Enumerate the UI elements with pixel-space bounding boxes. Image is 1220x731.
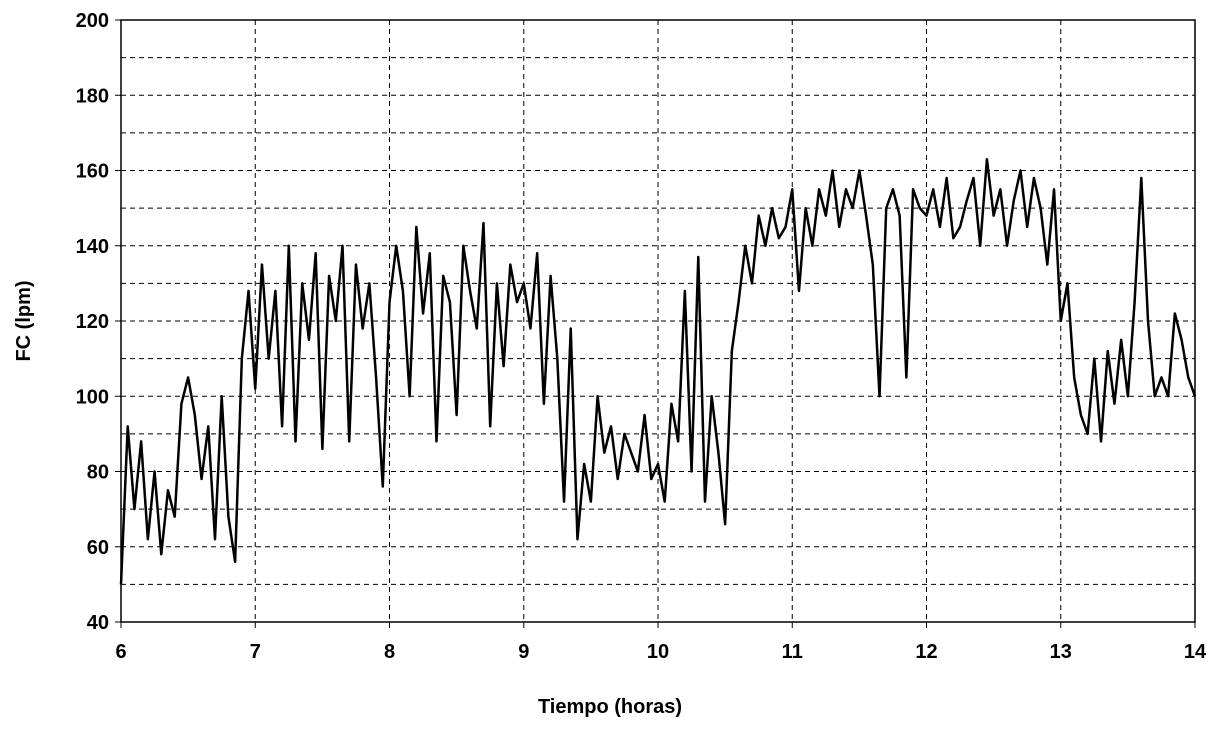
y-axis-label: FC (lpm) bbox=[13, 280, 35, 361]
line-series bbox=[119, 157, 1197, 585]
x-tick-label: 6 bbox=[115, 641, 126, 663]
x-tick-label: 7 bbox=[250, 641, 261, 663]
plot-frame bbox=[120, 19, 1196, 623]
x-tick-label: 9 bbox=[518, 641, 529, 663]
x-tick-label: 8 bbox=[384, 641, 395, 663]
y-tick-label: 140 bbox=[76, 236, 109, 258]
y-tick-label: 100 bbox=[76, 386, 109, 408]
x-axis-label: Tiempo (horas) bbox=[538, 696, 682, 718]
x-tick-label: 13 bbox=[1050, 641, 1072, 663]
y-tick-label: 40 bbox=[87, 612, 109, 634]
x-tick-label: 12 bbox=[915, 641, 937, 663]
x-tick-label: 10 bbox=[647, 641, 669, 663]
y-tick-label: 200 bbox=[76, 10, 109, 32]
y-tick-label: 80 bbox=[87, 462, 109, 484]
y-tick-label: 60 bbox=[87, 537, 109, 559]
y-tick-label: 160 bbox=[76, 161, 109, 183]
y-tick-label: 120 bbox=[76, 311, 109, 333]
x-tick-label: 11 bbox=[782, 641, 803, 663]
y-tick-label: 180 bbox=[76, 85, 109, 107]
x-tick-label: 14 bbox=[1184, 641, 1207, 663]
